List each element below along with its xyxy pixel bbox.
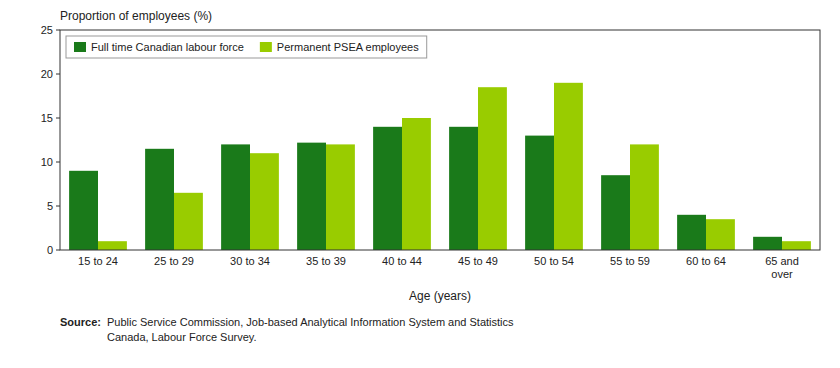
bar [525, 136, 554, 250]
bar [326, 144, 355, 250]
y-tick [56, 162, 60, 163]
x-tick-label: 45 to 49 [458, 255, 498, 267]
x-tick-label: 40 to 44 [382, 255, 422, 267]
bar [753, 237, 782, 250]
x-tick-label: 55 to 59 [610, 255, 650, 267]
y-tick-label: 5 [47, 200, 53, 212]
bar [174, 193, 203, 250]
legend-entry: Permanent PSEA employees [277, 41, 419, 53]
x-tick-label-line: 35 to 39 [306, 255, 346, 267]
x-tick-label-line: 25 to 29 [154, 255, 194, 267]
bar [449, 127, 478, 250]
chart: 0 5 10 15 20 25 15 to 24 25 to 29 30 to 34 35 to … [0, 0, 840, 368]
legend-swatch [74, 42, 86, 52]
x-tick-label: 30 to 34 [230, 255, 270, 267]
bar [630, 144, 659, 250]
bar [69, 171, 98, 250]
bar [145, 149, 174, 250]
x-tick-label-line: 50 to 54 [534, 255, 574, 267]
y-tick [56, 250, 60, 251]
bar [782, 241, 811, 250]
bar [554, 83, 583, 250]
bar [373, 127, 402, 250]
bar [221, 144, 250, 250]
bar [297, 143, 326, 250]
legend-box [66, 36, 427, 58]
y-axis-label: Proportion of employees (%) [60, 9, 212, 23]
bar [98, 241, 127, 250]
legend-entry: Full time Canadian labour force [91, 41, 244, 53]
x-tick-label-line: 55 to 59 [610, 255, 650, 267]
x-tick-label-line: 15 to 24 [78, 255, 118, 267]
x-tick-label-line: 40 to 44 [382, 255, 422, 267]
y-tick [56, 206, 60, 207]
x-tick-label-line: over [771, 268, 793, 280]
x-tick-label: 65 andover [765, 255, 799, 280]
x-tick-label: 25 to 29 [154, 255, 194, 267]
y-tick [56, 118, 60, 119]
x-axis-label: Age (years) [409, 289, 471, 303]
y-tick-label: 20 [41, 68, 53, 80]
bar [601, 175, 630, 250]
source-label: Source: [60, 316, 101, 328]
legend-swatch [260, 42, 272, 52]
plot-frame [60, 30, 820, 250]
bar [402, 118, 431, 250]
bar [250, 153, 279, 250]
bar [677, 215, 706, 250]
x-tick-label: 35 to 39 [306, 255, 346, 267]
y-tick [56, 30, 60, 31]
y-tick-label: 15 [41, 112, 53, 124]
x-tick-label-line: 60 to 64 [686, 255, 726, 267]
x-tick-label: 60 to 64 [686, 255, 726, 267]
y-tick-label: 25 [41, 24, 53, 36]
y-tick [56, 74, 60, 75]
bar [478, 87, 507, 250]
x-tick-label-line: 30 to 34 [230, 255, 270, 267]
source-text: Canada, Labour Force Survey. [107, 331, 257, 343]
x-tick-label: 50 to 54 [534, 255, 574, 267]
source-text: Public Service Commission, Job-based Ana… [107, 316, 514, 328]
y-tick-label: 0 [47, 244, 53, 256]
y-tick-label: 10 [41, 156, 53, 168]
x-tick-label-line: 45 to 49 [458, 255, 498, 267]
x-tick-label: 15 to 24 [78, 255, 118, 267]
bar [706, 219, 735, 250]
x-tick-label-line: 65 and [765, 255, 799, 267]
bars [69, 83, 811, 250]
legend: Full time Canadian labour force Permanent… [66, 36, 427, 58]
